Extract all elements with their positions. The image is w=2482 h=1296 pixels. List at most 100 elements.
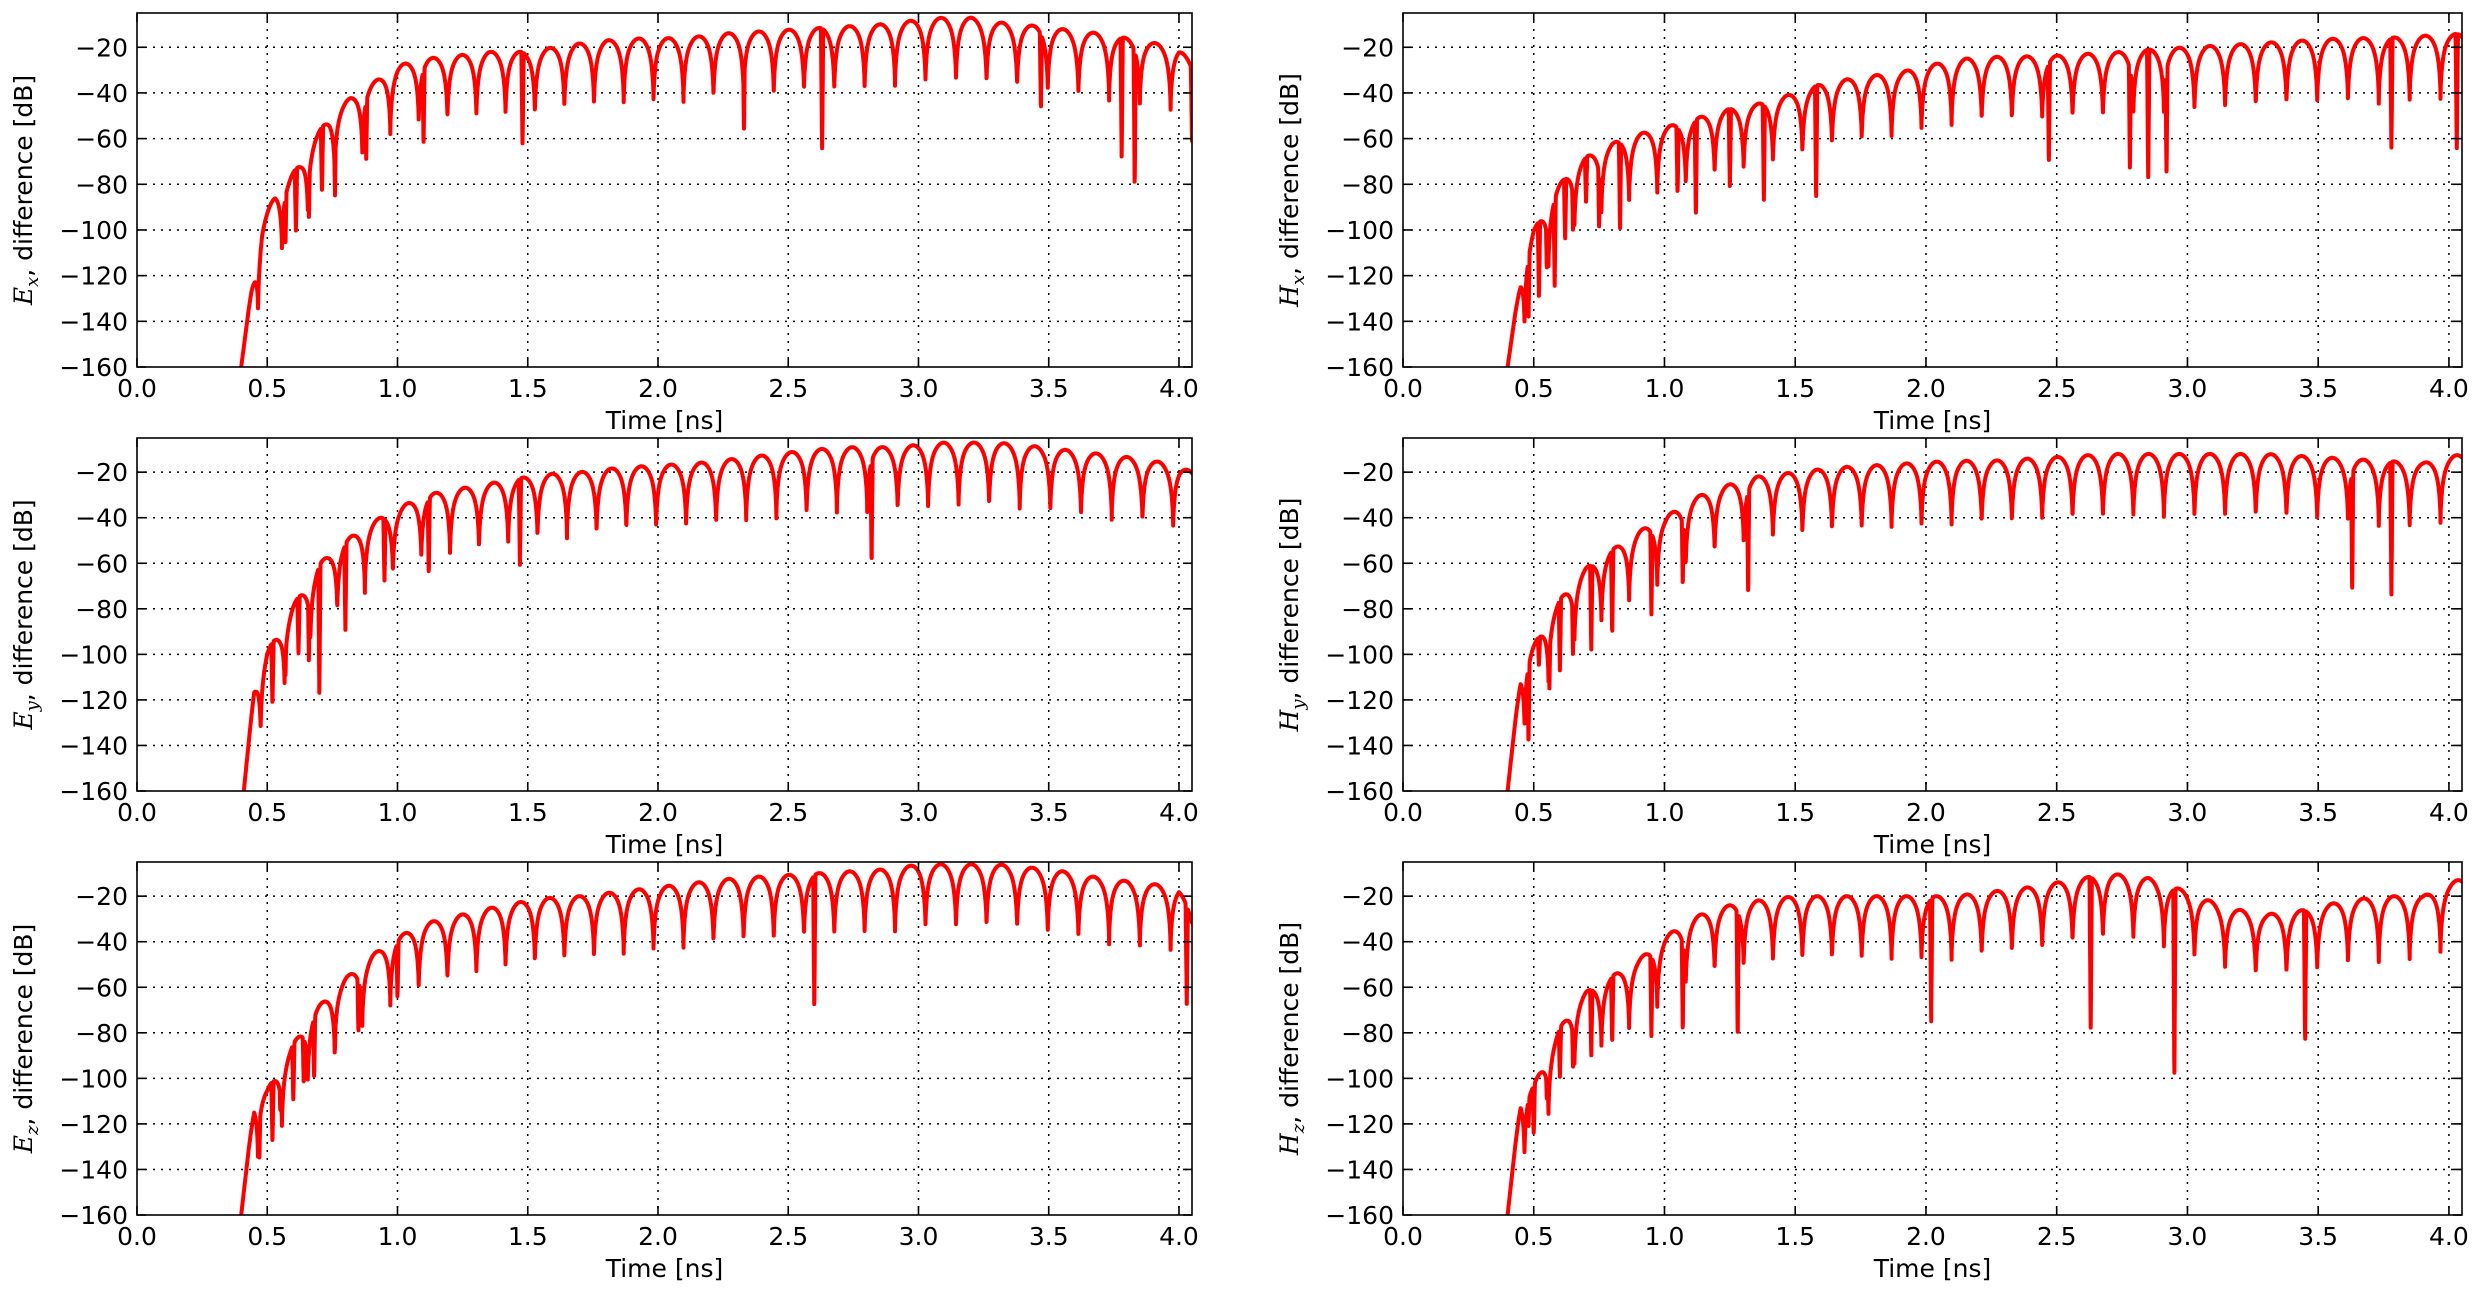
x-tick-label: 3.5 xyxy=(1029,1222,1069,1251)
x-tick-label: 1.0 xyxy=(1645,798,1685,827)
x-tick-label: 1.5 xyxy=(1775,374,1815,403)
y-tick-label: −160 xyxy=(1325,777,1394,806)
axes-frame xyxy=(1402,12,2463,368)
x-tick-label: 3.0 xyxy=(2168,1222,2208,1251)
x-tick-label: 1.5 xyxy=(1775,798,1815,827)
x-tick-label: 2.5 xyxy=(768,798,808,827)
y-tick-label: −100 xyxy=(1325,640,1394,669)
axes-frame xyxy=(1402,437,2463,792)
y-axis-label-symbol: H xyxy=(1275,708,1304,732)
y-tick-label: −100 xyxy=(1325,216,1394,245)
y-axis-label-symbol: E xyxy=(9,1135,38,1154)
y-axis-label: Hz, difference [dB] xyxy=(1275,922,1309,1156)
y-axis-label-symbol: E xyxy=(9,711,38,730)
y-tick-label: −60 xyxy=(1341,125,1394,154)
series-line xyxy=(241,440,1192,791)
y-axis-label-subscript: z xyxy=(22,1125,43,1136)
y-tick-label: −40 xyxy=(1341,928,1394,957)
y-axis-label-text: , difference [dB] xyxy=(1275,922,1304,1124)
y-tick-label: −20 xyxy=(1341,33,1394,62)
x-tick-label: 1.0 xyxy=(378,798,418,827)
y-tick-label: −40 xyxy=(75,504,128,533)
y-axis-label: Hx, difference [dB] xyxy=(1275,73,1309,308)
x-tick-label: 2.5 xyxy=(768,1222,808,1251)
y-axis-label-subscript: z xyxy=(1288,1123,1309,1134)
plot-area xyxy=(137,438,1192,791)
x-tick-label: 0.0 xyxy=(1383,1222,1423,1251)
y-axis-label-subscript: x xyxy=(22,277,43,287)
y-tick-label: −100 xyxy=(59,1064,128,1093)
y-tick-label: −80 xyxy=(75,170,128,199)
x-tick-label: 2.0 xyxy=(638,798,678,827)
y-tick-label: −20 xyxy=(75,33,128,62)
y-tick-label: −60 xyxy=(75,973,128,1002)
y-tick-label: −20 xyxy=(75,458,128,487)
y-tick-label: −20 xyxy=(1341,882,1394,911)
axes-frame xyxy=(136,861,1193,1216)
y-tick-label: −140 xyxy=(59,307,128,336)
x-tick-label: 2.0 xyxy=(638,1222,678,1251)
y-axis-label-text: , difference [dB] xyxy=(9,499,38,701)
x-tick-label: 0.0 xyxy=(1383,798,1423,827)
x-tick-label: 0.5 xyxy=(247,798,287,827)
y-tick-label: −120 xyxy=(59,262,128,291)
y-axis-label-text: , difference [dB] xyxy=(1275,498,1304,700)
x-tick-label: 4.0 xyxy=(2429,798,2469,827)
x-tick-label: 3.5 xyxy=(2298,798,2338,827)
x-axis-label: Time [ns] xyxy=(1873,830,1992,859)
x-tick-label: 2.5 xyxy=(2037,1222,2077,1251)
y-axis-label: Ey, difference [dB] xyxy=(9,499,43,730)
y-tick-label: −60 xyxy=(1341,549,1394,578)
x-tick-label: 3.5 xyxy=(2298,1222,2338,1251)
x-tick-label: 4.0 xyxy=(1159,374,1199,403)
x-tick-label: 2.0 xyxy=(1906,798,1946,827)
series-line xyxy=(239,15,1192,367)
subplot-2: 0.0 0.5 1.0 1.5 2.0 2.5 3.0 3.5 4.0 −20 −40 −60 −80 −… xyxy=(1275,12,2469,435)
y-axis-label: Ez, difference [dB] xyxy=(9,924,43,1155)
x-tick-label: 3.0 xyxy=(2168,798,2208,827)
y-tick-label: −160 xyxy=(59,1201,128,1230)
y-tick-label: −20 xyxy=(1341,458,1394,487)
x-tick-label: 3.0 xyxy=(899,374,939,403)
x-tick-label: 0.5 xyxy=(1514,798,1554,827)
x-tick-label: 2.5 xyxy=(768,374,808,403)
y-axis-label-text: , difference [dB] xyxy=(9,924,38,1126)
x-tick-label: 0.5 xyxy=(247,1222,287,1251)
y-tick-label: −140 xyxy=(1325,731,1394,760)
series-line xyxy=(1505,451,2462,791)
series-line xyxy=(239,862,1192,1215)
y-tick-label: −120 xyxy=(1325,1110,1394,1139)
x-tick-label: 3.5 xyxy=(1029,798,1069,827)
y-tick-label: −120 xyxy=(59,1110,128,1139)
subplot-6: 0.0 0.5 1.0 1.5 2.0 2.5 3.0 3.5 4.0 −20 −40 −60 −80 −… xyxy=(1275,861,2469,1283)
x-tick-label: 2.0 xyxy=(1906,374,1946,403)
x-tick-label: 1.5 xyxy=(1775,1222,1815,1251)
x-tick-label: 0.0 xyxy=(1383,374,1423,403)
y-tick-label: −40 xyxy=(1341,79,1394,108)
x-tick-label: 0.0 xyxy=(117,1222,157,1251)
y-tick-label: −40 xyxy=(75,79,128,108)
x-tick-label: 3.5 xyxy=(2298,374,2338,403)
y-axis-label-subscript: y xyxy=(22,700,43,712)
series-line xyxy=(1505,32,2462,367)
subplot-3: 0.0 0.5 1.0 1.5 2.0 2.5 3.0 3.5 4.0 −20 −40 −60 −80 −… xyxy=(9,437,1199,859)
y-tick-label: −60 xyxy=(1341,973,1394,1002)
x-tick-label: 0.5 xyxy=(1514,1222,1554,1251)
x-tick-label: 0.5 xyxy=(247,374,287,403)
x-tick-label: 2.5 xyxy=(2037,798,2077,827)
y-tick-label: −160 xyxy=(1325,353,1394,382)
y-tick-label: −40 xyxy=(75,928,128,957)
x-tick-label: 1.0 xyxy=(1645,374,1685,403)
x-tick-label: 4.0 xyxy=(2429,1222,2469,1251)
x-tick-label: 1.0 xyxy=(378,374,418,403)
y-tick-label: −20 xyxy=(75,882,128,911)
y-axis-label-text: , difference [dB] xyxy=(1275,73,1304,275)
y-tick-label: −120 xyxy=(1325,686,1394,715)
y-axis-label-subscript: x xyxy=(1288,275,1309,285)
x-tick-label: 1.5 xyxy=(508,374,548,403)
y-tick-label: −160 xyxy=(59,353,128,382)
x-tick-label: 3.0 xyxy=(2168,374,2208,403)
subplot-1: 0.0 0.5 1.0 1.5 2.0 2.5 3.0 3.5 4.0 −20 −40 −60 −80 −… xyxy=(9,12,1199,435)
y-tick-label: −80 xyxy=(1341,170,1394,199)
